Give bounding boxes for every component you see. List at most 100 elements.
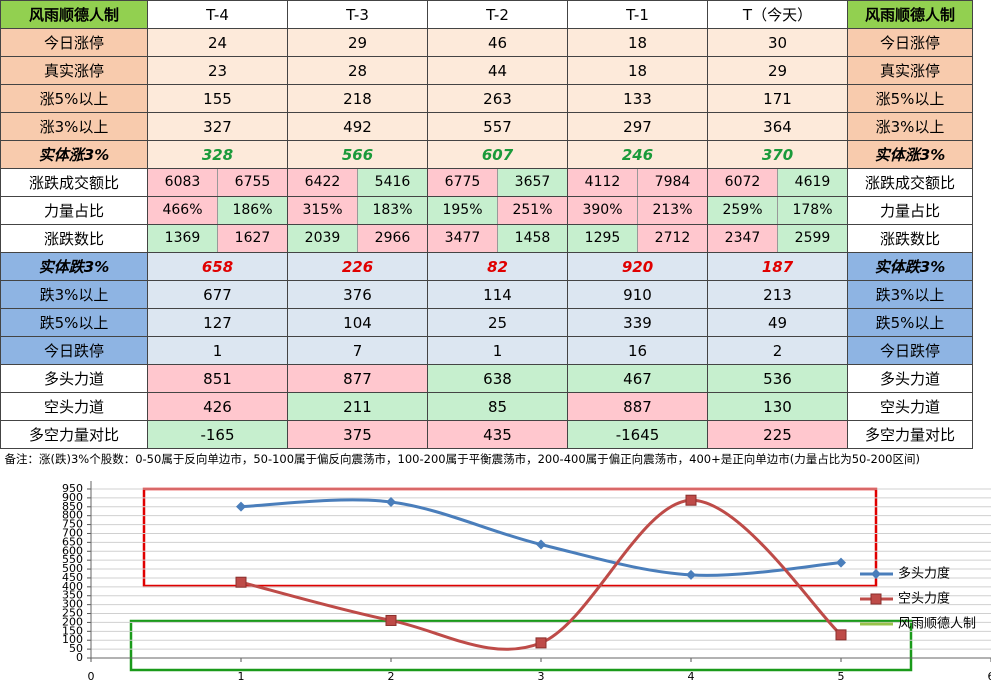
- cell-value: 213: [707, 280, 848, 309]
- pair-wrap: 6775 3657: [428, 169, 567, 196]
- pair-cell: 3477 1458: [427, 224, 568, 253]
- cell-value: 297: [567, 112, 708, 141]
- y-tick-label: 650: [62, 535, 83, 548]
- cell-value: 187: [707, 252, 848, 281]
- header-cell: T-1: [567, 0, 708, 29]
- header-cell: 风雨顺德人制: [847, 0, 973, 29]
- cell-value: 4112: [568, 169, 638, 196]
- row-label: 真实涨停: [847, 56, 973, 85]
- cell-value: 183%: [358, 197, 427, 224]
- pair-wrap: 1369 1627: [148, 225, 287, 252]
- note: 备注：涨(跌)3%个股数：0-50属于反向单边市，50-100属于偏反向震荡市，…: [4, 452, 920, 466]
- row-label: 真实涨停: [0, 56, 148, 85]
- pair-cell: 259% 178%: [707, 196, 848, 225]
- cell-value: 364: [707, 112, 848, 141]
- cell-value: 315%: [288, 197, 358, 224]
- cell-value: 390%: [568, 197, 638, 224]
- cell-value: 213%: [638, 197, 707, 224]
- pair-cell: 6083 6755: [147, 168, 288, 197]
- x-tick-label: 5: [838, 670, 845, 683]
- y-tick-label: 350: [62, 589, 83, 602]
- point: [235, 576, 247, 588]
- pair-wrap: 2347 2599: [708, 225, 847, 252]
- cell-value: 1295: [568, 225, 638, 252]
- cell-value: 566: [287, 140, 428, 169]
- header-cell: T-3: [287, 0, 428, 29]
- cell-value: 2966: [358, 225, 427, 252]
- pair-wrap: 259% 178%: [708, 197, 847, 224]
- cell-value: 251%: [498, 197, 567, 224]
- row-label: 空头力道: [847, 392, 973, 421]
- y-tick-label: 750: [62, 518, 83, 531]
- cell-value: 6072: [708, 169, 778, 196]
- cell-value: 23: [147, 56, 288, 85]
- cell-value: 82: [427, 252, 568, 281]
- y-tick-label: 500: [62, 562, 83, 575]
- cell-value: -1645: [567, 420, 708, 449]
- row-label: 涨跌数比: [847, 224, 973, 253]
- cell-value: 6775: [428, 169, 498, 196]
- cell-value: 920: [567, 252, 708, 281]
- y-tick-label: 0: [76, 651, 83, 664]
- y-tick-label: 550: [62, 553, 83, 566]
- cell-value: 46: [427, 28, 568, 57]
- cell-value: 877: [287, 364, 428, 393]
- y-tick-label: 50: [69, 642, 83, 655]
- cell-value: 5416: [358, 169, 427, 196]
- table-row: 实体跌3% 658 226 82 920 187 实体跌3%: [0, 252, 973, 281]
- pair-cell: 466% 186%: [147, 196, 288, 225]
- y-tick-label: 250: [62, 607, 83, 620]
- cell-value: 114: [427, 280, 568, 309]
- row-label: 涨3%以上: [847, 112, 973, 141]
- y-tick-label: 300: [62, 598, 83, 611]
- cell-value: 211: [287, 392, 428, 421]
- row-label: 多空力量对比: [0, 420, 148, 449]
- row-label: 涨跌数比: [0, 224, 148, 253]
- row-label: 今日跌停: [0, 336, 148, 365]
- x-tick-label: 1: [238, 670, 245, 683]
- cell-value: 3477: [428, 225, 498, 252]
- row-label: 实体跌3%: [0, 252, 148, 281]
- cell-value: 155: [147, 84, 288, 113]
- y-tick-label: 800: [62, 509, 83, 522]
- cell-value: 195%: [428, 197, 498, 224]
- row-label: 力量占比: [0, 196, 148, 225]
- point: [385, 614, 397, 626]
- y-tick-label: 150: [62, 624, 83, 637]
- cell-value: 259%: [708, 197, 778, 224]
- row-label: 今日涨停: [0, 28, 148, 57]
- table-row: 涨跌成交额比 6083 6755 6422 5416 6775 3657 4112 7984 60…: [0, 168, 973, 197]
- pair-wrap: 1295 2712: [568, 225, 707, 252]
- pair-cell: 1369 1627: [147, 224, 288, 253]
- point: [236, 501, 246, 512]
- cell-value: 4619: [778, 169, 847, 196]
- cell-value: 6083: [148, 169, 218, 196]
- table-row: 跌3%以上 677 376 114 910 213 跌3%以上: [0, 280, 973, 309]
- point: [835, 629, 847, 641]
- cell-value: 218: [287, 84, 428, 113]
- row-label: 跌5%以上: [847, 308, 973, 337]
- row-label: 涨5%以上: [847, 84, 973, 113]
- pair-wrap: 6422 5416: [288, 169, 427, 196]
- header-cell: T-2: [427, 0, 568, 29]
- y-tick-label: 600: [62, 544, 83, 557]
- table-row: 实体涨3% 328 566 607 246 370 实体涨3%: [0, 140, 973, 169]
- cell-value: 327: [147, 112, 288, 141]
- pair-wrap: 3477 1458: [428, 225, 567, 252]
- cell-value: 2347: [708, 225, 778, 252]
- cell-value: 226: [287, 252, 428, 281]
- legend-label: 多头力度: [898, 566, 950, 582]
- cell-value: 44: [427, 56, 568, 85]
- table-row: 真实涨停 23 28 44 18 29 真实涨停: [0, 56, 973, 85]
- cell-value: 375: [287, 420, 428, 449]
- cell-value: 1: [147, 336, 288, 365]
- x-tick-label: 0: [88, 670, 95, 683]
- legend-marker: [871, 569, 881, 579]
- cell-value: 16: [567, 336, 708, 365]
- cell-value: 658: [147, 252, 288, 281]
- series-line: [240, 498, 842, 577]
- cell-value: 29: [287, 28, 428, 57]
- row-label: 多头力道: [847, 364, 973, 393]
- cell-value: -165: [147, 420, 288, 449]
- table-row: 跌5%以上 127 104 25 339 49 跌5%以上: [0, 308, 973, 337]
